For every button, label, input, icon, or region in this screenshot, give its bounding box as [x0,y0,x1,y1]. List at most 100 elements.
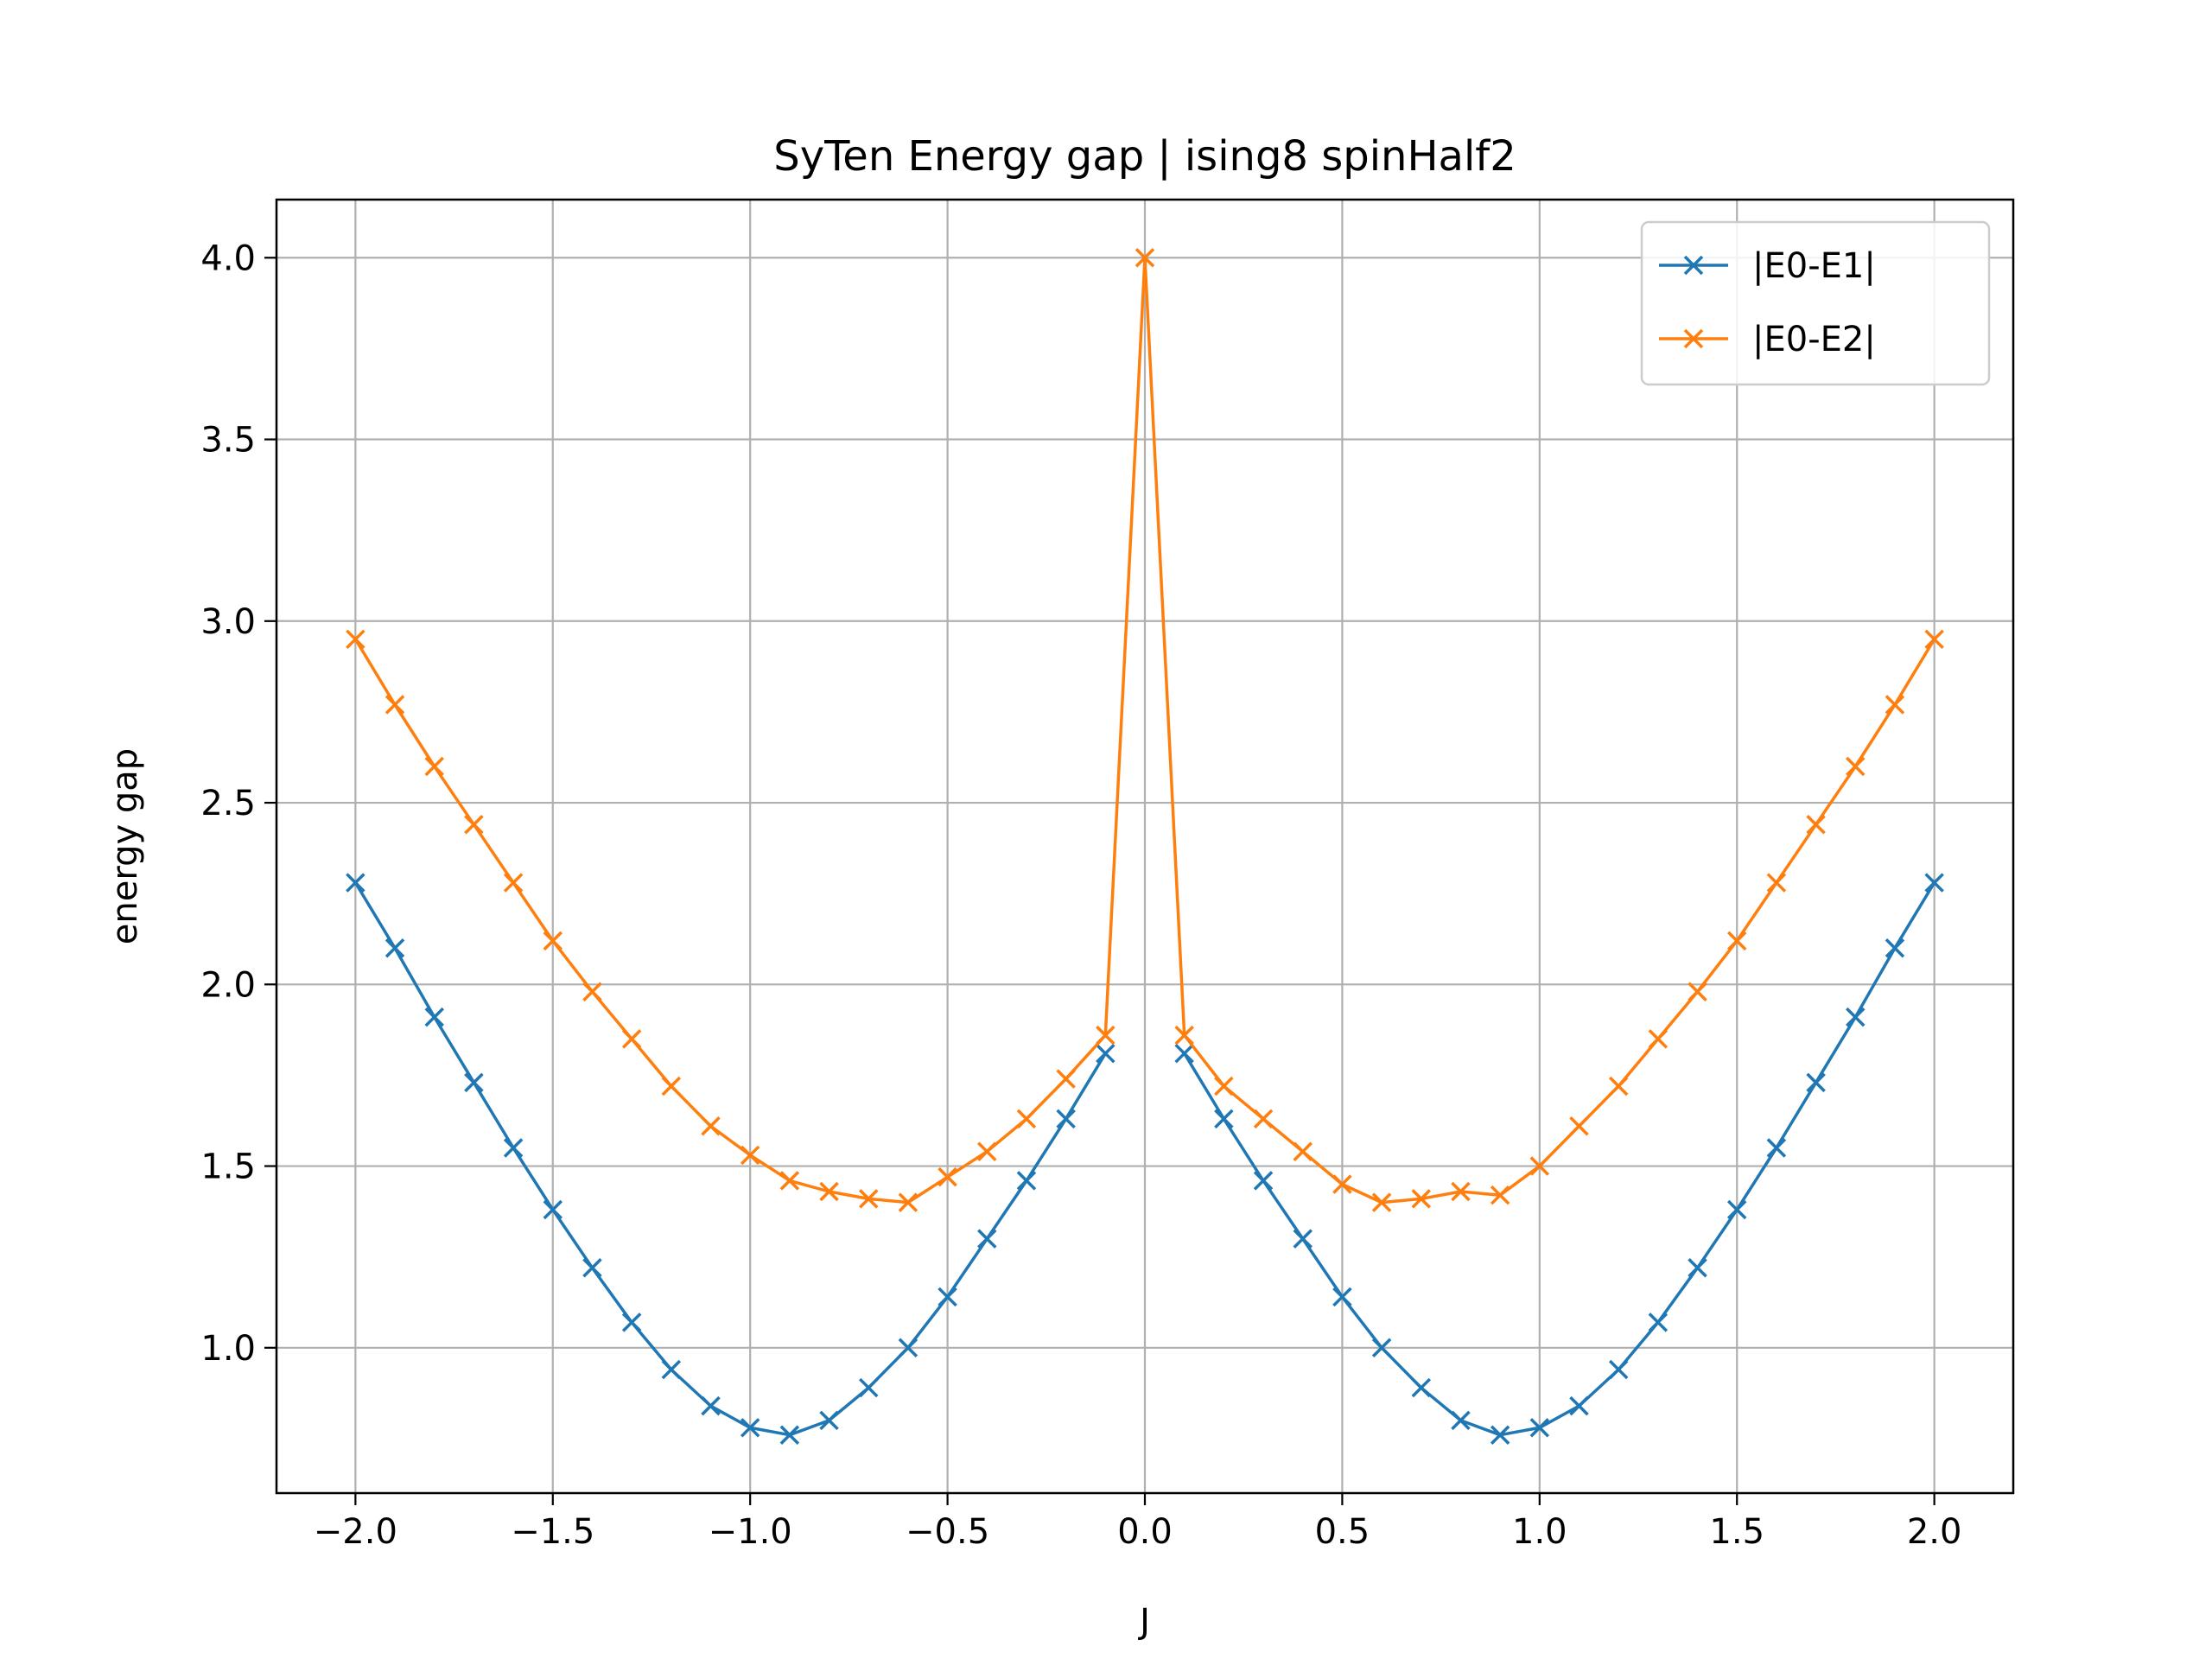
legend-label: |E0-E1| [1752,246,1876,286]
data-point-marker [464,1072,484,1093]
x-tick-label: 1.5 [1709,1512,1764,1552]
legend-label: |E0-E2| [1752,320,1876,359]
data-point-marker [977,1141,997,1161]
data-point-marker [621,1029,642,1049]
data-point-marker [1371,1338,1392,1358]
data-point-marker [898,1338,918,1358]
data-point-marker [1174,1025,1194,1046]
y-tick-label: 3.0 [200,602,256,642]
data-point-marker [1096,1043,1116,1064]
data-point-marker [1924,873,1944,893]
data-point-marker [1174,1043,1194,1064]
data-point-marker [1490,1185,1510,1205]
x-tick-label: −1.5 [511,1512,594,1552]
data-point-marker [1766,1138,1787,1158]
data-point-marker [424,756,444,777]
data-point-marker [1766,873,1787,893]
data-point-marker [582,982,602,1001]
data-point-marker [858,1189,879,1209]
data-point-marker [1332,1287,1352,1307]
data-point-marker [1924,629,1944,650]
data-point-marker [1371,1192,1392,1212]
data-point-marker [543,931,563,951]
data-point-marker [977,1229,997,1249]
data-point-marker [701,1395,721,1416]
data-point-marker [1683,328,1704,349]
data-point-marker [503,1138,524,1158]
data-point-marker [1683,255,1704,276]
legend-box [1640,220,1991,386]
data-point-marker [1726,1199,1747,1220]
legend: |E0-E1| |E0-E2| [1640,220,1991,386]
data-point-marker [1885,695,1905,715]
data-point-marker [1332,1174,1352,1194]
y-tick-label: 2.5 [200,784,256,823]
data-point-marker [1451,1410,1471,1431]
data-point-marker [1214,1109,1234,1129]
data-point-marker [1253,1109,1274,1129]
data-point-marker [582,1258,602,1278]
x-tick-label: −1.0 [709,1512,792,1552]
legend-item: |E0-E2| [1659,320,1876,359]
data-point-marker [661,1359,682,1380]
data-point-marker [1529,1156,1550,1176]
data-point-marker [1688,982,1707,1001]
x-tick-label: 1.0 [1512,1512,1567,1552]
data-point-marker [898,1192,918,1212]
data-point-marker [938,1287,957,1307]
x-tick-label: 0.5 [1315,1512,1370,1552]
data-point-marker [938,1166,957,1187]
series-layer [346,248,1944,1445]
data-point-marker [1490,1425,1510,1445]
x-tick-label: 2.0 [1907,1512,1962,1552]
x-tick-label: −0.5 [906,1512,989,1552]
data-point-marker [1135,248,1155,268]
data-point-marker [1096,1025,1116,1046]
data-point-marker [1253,1171,1274,1191]
chart-title: SyTen Energy gap | ising8 spinHalf2 [773,132,1516,181]
data-point-marker [1648,1029,1669,1049]
data-point-marker [1806,1072,1826,1093]
data-point-marker [464,815,484,835]
data-point-marker [1846,1007,1866,1027]
data-point-marker [1806,815,1826,835]
x-axis-label: J [1137,1602,1150,1642]
data-point-marker [503,873,524,893]
data-point-marker [1293,1229,1313,1249]
data-point-marker [1846,756,1866,777]
data-point-marker [1608,1359,1629,1380]
data-point-marker [1411,1189,1432,1209]
data-point-marker [1016,1171,1037,1191]
data-point-marker [1569,1116,1589,1136]
data-point-marker [1293,1141,1313,1161]
data-point-marker [819,1410,839,1431]
data-point-marker [740,1418,760,1438]
y-tick-label: 1.0 [200,1329,256,1369]
data-point-marker [779,1425,800,1445]
data-point-marker [385,938,405,958]
data-point-marker [1726,931,1747,951]
y-tick-label: 1.5 [200,1147,256,1187]
y-tick-label: 3.5 [200,421,256,461]
data-point-marker [424,1007,444,1027]
data-point-marker [346,629,365,650]
series-line [353,881,1936,1437]
data-point-marker [1688,1258,1707,1278]
series-2 [346,248,1944,1212]
data-point-marker [1569,1395,1589,1416]
y-tick-label: 4.0 [200,238,256,278]
data-point-marker [661,1076,682,1096]
legend-item: |E0-E1| [1659,246,1876,286]
data-point-marker [779,1171,800,1191]
data-point-marker [1411,1377,1432,1398]
data-point-marker [1648,1313,1669,1332]
data-point-marker [701,1116,721,1136]
data-point-marker [1056,1109,1076,1129]
series-1 [346,873,1944,1445]
x-tick-label: −2.0 [314,1512,397,1552]
data-point-marker [1885,938,1905,958]
data-point-marker [543,1199,563,1220]
y-tick-label: 2.0 [200,965,256,1005]
data-point-marker [1056,1069,1076,1089]
